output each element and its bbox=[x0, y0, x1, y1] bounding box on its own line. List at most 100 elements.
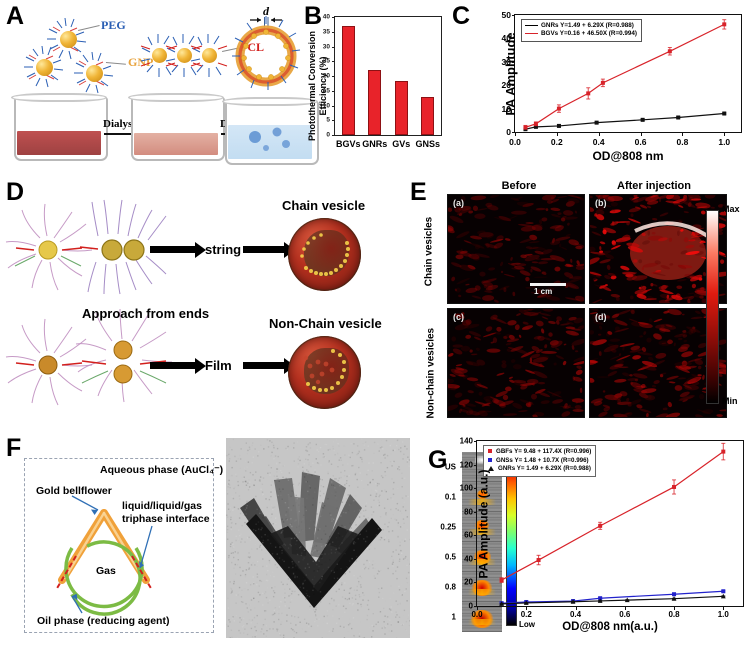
panel-b-label: B bbox=[304, 2, 323, 30]
strip-label: 0.8 bbox=[444, 582, 456, 592]
y-tick-label: 140 bbox=[459, 436, 473, 446]
panel-g-strip-labels: US 0.1 0.25 0.5 0.8 1 bbox=[420, 452, 460, 632]
y-tick bbox=[332, 17, 335, 18]
y-tick-label: 40 bbox=[501, 33, 511, 44]
x-tick-label: 0.6 bbox=[634, 137, 647, 147]
panel-d-schematic bbox=[5, 199, 173, 406]
x-tick bbox=[682, 132, 684, 136]
y-tick bbox=[511, 15, 515, 16]
y-tick bbox=[473, 488, 477, 490]
panel-g-legend: GBFs Y= 9.48 + 117.4X (R=0.996) GNSs Y= … bbox=[483, 445, 597, 477]
x-tick-label: 0.6 bbox=[619, 610, 631, 619]
y-tick-label: 30 bbox=[322, 43, 330, 50]
chain-vesicle-image bbox=[288, 218, 361, 291]
x-tick bbox=[624, 606, 626, 610]
panel-b-plot-area: 0 5 10 15 20 25 30 35 40 BGVs GNRs GVs GNSs bbox=[323, 14, 442, 149]
beaker-initial bbox=[11, 93, 108, 161]
y-tick bbox=[511, 61, 515, 63]
panel-a-label: A bbox=[6, 2, 25, 30]
x-tick-label: 0.2 bbox=[550, 137, 563, 147]
triphase-label-line1: liquid/liquid/gas bbox=[122, 500, 202, 512]
pa-us-strip bbox=[462, 572, 502, 602]
x-tick-label: 0.8 bbox=[676, 137, 689, 147]
y-tick-label: 40 bbox=[322, 13, 330, 21]
legend-entry-gnrs: GNRs Y=1.49 + 6.29X (R=0.988) bbox=[541, 22, 634, 29]
panel-a-vesicle-group: d bbox=[222, 4, 319, 172]
x-tick bbox=[526, 606, 528, 610]
route-label-string: string bbox=[205, 242, 242, 257]
beaker-final bbox=[222, 97, 319, 165]
x-tick bbox=[556, 132, 558, 136]
x-tick-label: 0.4 bbox=[569, 610, 582, 619]
arrow-to-string bbox=[150, 241, 206, 258]
panel-g-us-pa-strip-stack bbox=[462, 452, 502, 632]
x-tick bbox=[723, 606, 725, 610]
strip-label: 0.25 bbox=[440, 522, 456, 532]
y-tick bbox=[511, 38, 515, 40]
y-tick bbox=[511, 85, 515, 87]
y-tick bbox=[473, 535, 477, 537]
panel-f: F Aqueous phase (AuCl₄⁻) Gold bellflower… bbox=[0, 428, 410, 645]
x-tick bbox=[477, 606, 478, 610]
ultrasound-image-a: (a) 1 cm bbox=[447, 194, 585, 304]
colorbar-min-label: Min bbox=[722, 396, 738, 406]
x-tick bbox=[598, 132, 600, 136]
panel-f-schematic bbox=[55, 495, 153, 616]
x-tick-label: 0.0 bbox=[471, 610, 483, 619]
y-tick-label: 120 bbox=[459, 460, 473, 470]
tile-tag-b: (b) bbox=[595, 198, 607, 208]
thickness-label: d bbox=[263, 4, 269, 18]
panel-d: D string Chain vesicle bbox=[0, 178, 412, 428]
scale-bar-label: 1 cm bbox=[534, 287, 553, 296]
y-tick-label: 10 bbox=[501, 103, 511, 114]
y-tick bbox=[332, 120, 335, 122]
gas-label: Gas bbox=[96, 565, 116, 577]
y-tick-label: 35 bbox=[322, 28, 330, 36]
y-tick bbox=[473, 464, 477, 466]
x-tick-label: 0.2 bbox=[520, 610, 532, 619]
arrow-from-string bbox=[243, 241, 295, 258]
x-tick-label: 1.0 bbox=[718, 137, 731, 147]
category-label: BGVs bbox=[335, 139, 361, 149]
legend-entry-gnrs: GNRs Y= 1.49 + 6.29X (R=0.988) bbox=[498, 465, 591, 472]
x-tick-label: 1.0 bbox=[717, 610, 729, 619]
gold-nanoparticle bbox=[60, 31, 77, 48]
panel-d-label: D bbox=[6, 178, 25, 206]
strip-label: 0.1 bbox=[444, 492, 456, 502]
panel-e-colorbar bbox=[706, 210, 719, 404]
route-label-film: Film bbox=[205, 358, 232, 373]
scale-bar bbox=[530, 283, 566, 286]
bar bbox=[341, 25, 355, 135]
y-tick bbox=[332, 105, 335, 107]
tem-image-gold-bellflower bbox=[226, 438, 410, 638]
panel-c-legend: GNRs Y=1.49 + 6.29X (R=0.988) BGVs Y=0.1… bbox=[521, 19, 642, 42]
bar bbox=[368, 70, 382, 135]
y-tick bbox=[332, 46, 335, 48]
beaker-liquid bbox=[17, 131, 101, 155]
strip-label: US bbox=[444, 462, 456, 472]
panel-g-label: G bbox=[428, 446, 448, 474]
triphase-label-line2: triphase interface bbox=[122, 513, 210, 525]
gold-nanoparticle bbox=[86, 65, 103, 82]
x-tick bbox=[674, 606, 676, 610]
nonchain-vesicle-title: Non-Chain vesicle bbox=[269, 316, 382, 331]
y-tick-label: 25 bbox=[322, 57, 330, 65]
arrow-to-film bbox=[150, 357, 206, 374]
y-tick bbox=[473, 582, 477, 584]
nonchain-vesicle-image bbox=[288, 336, 361, 409]
row-label-chain-vesicles: Chain vesicles bbox=[423, 216, 435, 287]
bar bbox=[421, 96, 435, 135]
vesicle-ring-schematic bbox=[232, 16, 301, 90]
panel-e: E Before After injection Chain vesicles … bbox=[410, 178, 752, 428]
x-tick-label: 0.8 bbox=[668, 610, 680, 619]
y-tick bbox=[473, 558, 477, 560]
y-tick-label: 40 bbox=[464, 554, 473, 564]
y-tick-label: 60 bbox=[464, 530, 473, 540]
panel-a-schematic bbox=[24, 17, 114, 94]
ultrasound-texture bbox=[448, 195, 584, 303]
y-tick-label: 0 bbox=[326, 131, 330, 139]
legend-entry-gnss: GNSs Y= 1.48 + 10.7X (R=0.996) bbox=[496, 456, 589, 464]
gold-nanoparticle bbox=[202, 48, 217, 63]
pa-us-strip bbox=[462, 482, 502, 512]
gold-nanoparticle bbox=[177, 48, 192, 63]
